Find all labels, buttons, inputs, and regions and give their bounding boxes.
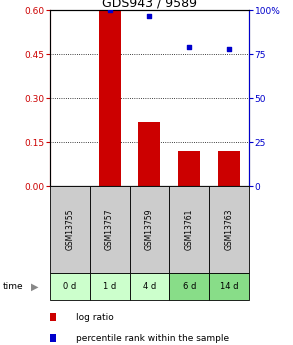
- Bar: [139, 122, 160, 186]
- Text: percentile rank within the sample: percentile rank within the sample: [76, 334, 229, 343]
- Bar: [169, 273, 209, 300]
- Bar: [169, 186, 209, 273]
- Bar: [50, 273, 90, 300]
- Bar: [178, 151, 200, 186]
- Point: [187, 45, 192, 50]
- Text: GSM13755: GSM13755: [65, 209, 74, 250]
- Bar: [90, 273, 130, 300]
- Text: 0 d: 0 d: [63, 282, 76, 291]
- Bar: [209, 186, 249, 273]
- Text: 14 d: 14 d: [220, 282, 239, 291]
- Bar: [218, 151, 240, 186]
- Point: [107, 8, 112, 13]
- Text: log ratio: log ratio: [76, 313, 114, 322]
- Bar: [130, 273, 169, 300]
- Bar: [130, 186, 169, 273]
- Title: GDS943 / 9589: GDS943 / 9589: [102, 0, 197, 9]
- Text: GSM13759: GSM13759: [145, 209, 154, 250]
- Bar: [90, 186, 130, 273]
- Text: 4 d: 4 d: [143, 282, 156, 291]
- Text: GSM13763: GSM13763: [225, 209, 234, 250]
- Text: 1 d: 1 d: [103, 282, 116, 291]
- Text: ▶: ▶: [31, 282, 38, 291]
- Point: [147, 13, 152, 18]
- Text: GSM13757: GSM13757: [105, 209, 114, 250]
- Point: [227, 46, 231, 52]
- Text: 6 d: 6 d: [183, 282, 196, 291]
- Bar: [99, 10, 120, 186]
- Text: time: time: [3, 282, 23, 291]
- Bar: [50, 186, 90, 273]
- Bar: [209, 273, 249, 300]
- Text: GSM13761: GSM13761: [185, 209, 194, 250]
